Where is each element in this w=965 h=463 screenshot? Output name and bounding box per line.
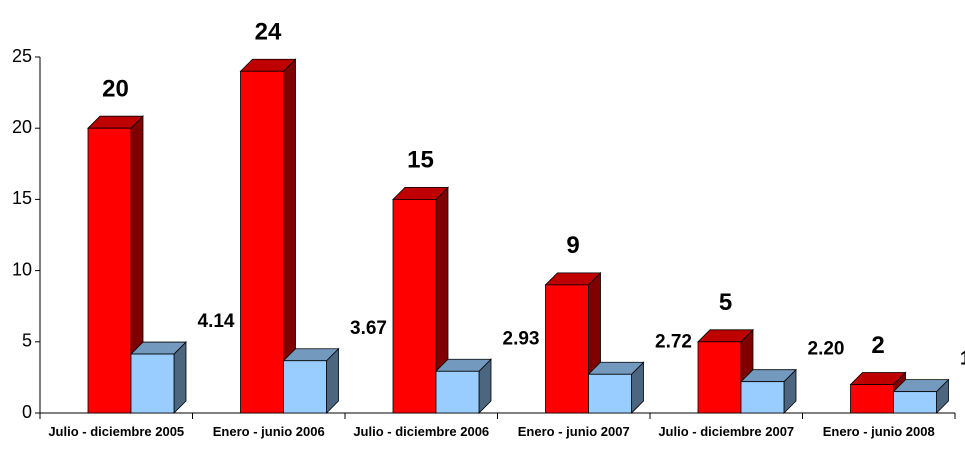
bar [740,381,785,414]
value-label: 3.67 [350,318,387,339]
value-label: 4.14 [198,311,235,332]
bar [87,127,132,414]
value-label: 9 [566,232,579,259]
y-tick-label: 0 [22,402,32,422]
value-label: 2.93 [503,328,540,349]
x-tick-label: Enero - junio 2006 [212,424,325,439]
x-tick-label: Enero - junio 2007 [517,424,630,439]
value-label: 15 [407,147,434,174]
y-tick-label: 20 [12,117,32,137]
bar [697,341,742,414]
value-label: 1.50 [960,349,965,370]
bar [435,370,480,414]
x-tick-label: Julio - diciembre 2005 [48,424,185,439]
bar [588,373,632,414]
bar [850,384,894,414]
bar [283,360,327,414]
y-tick-label: 5 [22,331,32,351]
y-tick-label: 10 [12,259,32,279]
value-label: 2 [871,332,884,359]
bar [240,70,284,414]
value-label: 20 [102,76,129,103]
bar [545,284,589,414]
value-label: 5 [719,289,732,316]
x-tick-label: Julio - diciembre 2006 [353,424,490,439]
y-tick-label: 25 [12,46,32,66]
value-label: 24 [255,19,282,46]
bar [130,353,175,414]
value-label: 2.20 [808,339,845,360]
y-tick-label: 15 [12,188,32,208]
value-label: 2.72 [655,331,692,352]
bar [392,198,437,414]
bar [893,391,937,414]
x-tick-label: Enero - junio 2008 [822,424,935,439]
x-tick-label: Julio - diciembre 2007 [658,424,795,439]
